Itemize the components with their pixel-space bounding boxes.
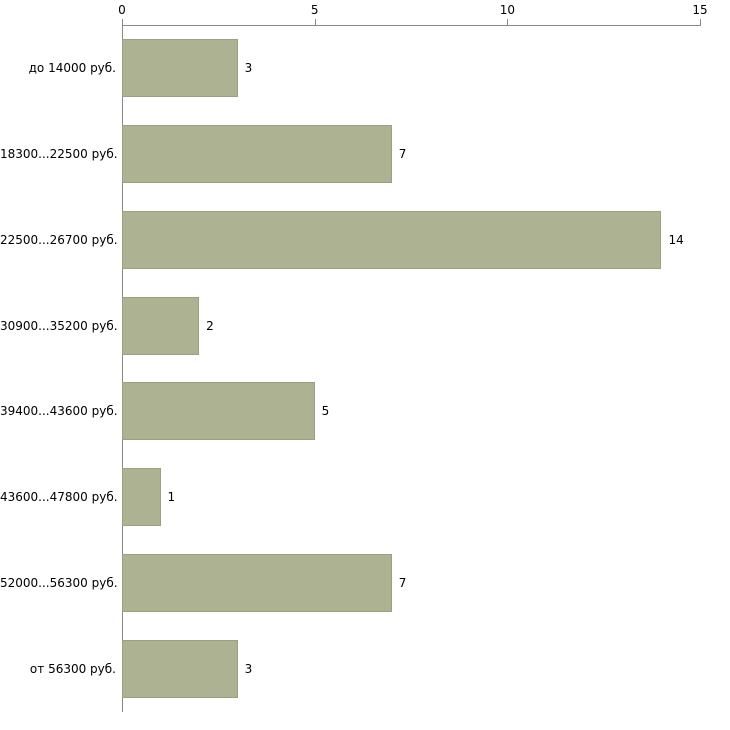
bar bbox=[122, 296, 200, 355]
x-axis-tick-label: 15 bbox=[692, 3, 708, 17]
bar bbox=[122, 554, 392, 613]
value-label: 3 bbox=[244, 60, 253, 75]
x-axis-tick bbox=[122, 19, 123, 25]
x-axis-tick-label: 10 bbox=[499, 3, 515, 17]
category-label: 39400...43600 руб. bbox=[0, 404, 118, 419]
value-label: 7 bbox=[398, 576, 407, 591]
category-label: 18300...22500 руб. bbox=[0, 146, 118, 161]
category-label: 30900...35200 руб. bbox=[0, 318, 118, 333]
x-axis-tick-label: 5 bbox=[310, 3, 319, 17]
category-label: от 56300 руб. bbox=[29, 662, 116, 677]
x-axis-line bbox=[122, 25, 701, 26]
bar bbox=[122, 382, 315, 441]
bar bbox=[122, 210, 662, 269]
y-axis-line bbox=[122, 25, 123, 712]
value-label: 3 bbox=[244, 662, 253, 677]
x-axis-tick bbox=[314, 19, 316, 25]
bar bbox=[122, 124, 392, 183]
x-axis-tick bbox=[507, 19, 509, 25]
category-label: 22500...26700 руб. bbox=[0, 232, 118, 247]
x-axis-tick-label: 0 bbox=[118, 3, 126, 17]
bar bbox=[122, 38, 238, 97]
category-label: до 14000 руб. bbox=[28, 60, 116, 75]
bar bbox=[122, 468, 161, 527]
value-label: 5 bbox=[321, 404, 330, 419]
category-label: 43600...47800 руб. bbox=[0, 490, 118, 505]
value-label: 14 bbox=[668, 232, 684, 247]
value-label: 2 bbox=[206, 318, 214, 333]
category-label: 52000...56300 руб. bbox=[0, 576, 118, 591]
bar bbox=[122, 640, 238, 699]
x-axis-tick bbox=[700, 19, 701, 25]
value-label: 7 bbox=[398, 146, 407, 161]
value-label: 1 bbox=[167, 490, 176, 505]
